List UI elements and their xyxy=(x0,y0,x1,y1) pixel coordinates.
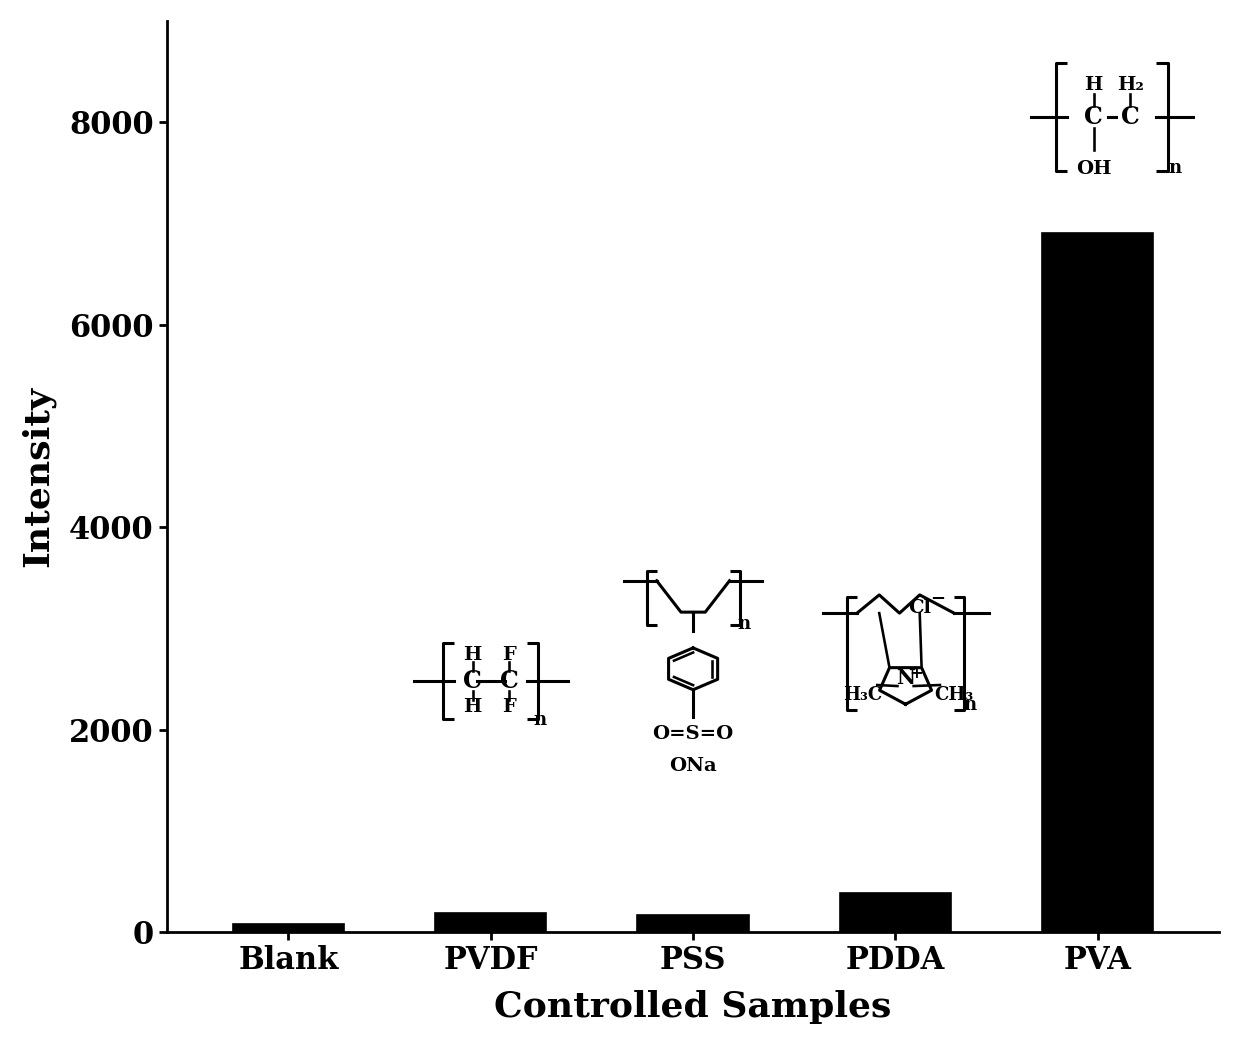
Text: F: F xyxy=(502,698,516,716)
Text: C: C xyxy=(464,669,482,693)
Text: n: n xyxy=(533,712,547,729)
Text: +: + xyxy=(910,665,924,682)
Text: C: C xyxy=(1121,104,1140,129)
Text: H: H xyxy=(1085,75,1102,94)
Text: CH₃: CH₃ xyxy=(935,687,973,704)
X-axis label: Controlled Samples: Controlled Samples xyxy=(495,991,892,1024)
Bar xyxy=(839,892,951,932)
Text: H₂: H₂ xyxy=(1117,75,1143,94)
Bar xyxy=(1042,233,1153,932)
Text: H: H xyxy=(464,698,482,716)
Text: n: n xyxy=(963,696,977,715)
Text: O=S=O: O=S=O xyxy=(652,724,734,743)
Bar xyxy=(435,913,547,932)
Text: OH: OH xyxy=(1076,160,1111,178)
Text: H₃C: H₃C xyxy=(843,687,883,704)
Text: ONa: ONa xyxy=(670,757,717,775)
Text: F: F xyxy=(502,646,516,664)
Y-axis label: Intensity: Intensity xyxy=(21,386,56,567)
Text: −: − xyxy=(930,590,945,608)
Text: N: N xyxy=(897,668,915,688)
Text: n: n xyxy=(737,616,750,633)
Text: Cl: Cl xyxy=(908,599,931,618)
Bar xyxy=(233,925,343,932)
Text: H: H xyxy=(464,646,482,664)
Bar xyxy=(637,914,749,932)
Text: C: C xyxy=(500,669,518,693)
Text: n: n xyxy=(1168,159,1182,177)
Text: C: C xyxy=(1084,104,1104,129)
